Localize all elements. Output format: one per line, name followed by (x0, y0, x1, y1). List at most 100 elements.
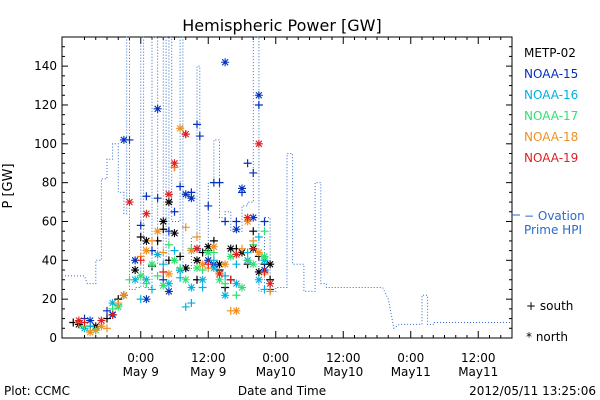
south-point-noaa-15 (195, 132, 204, 141)
south-point-metp-02 (136, 233, 145, 242)
legend-item-noaa-15: NOAA-15 (524, 67, 578, 81)
south-point-metp-02 (103, 314, 111, 323)
south-point-noaa-17 (142, 279, 151, 288)
legend-item-noaa-19: NOAA-19 (524, 151, 578, 165)
north-point-noaa-19 (164, 190, 173, 199)
north-point-noaa-15 (86, 316, 95, 325)
north-point-noaa-19 (215, 269, 224, 278)
south-point-noaa-17 (125, 275, 134, 284)
chart-title: Hemispheric Power [GW] (182, 16, 381, 35)
south-point-noaa-18 (193, 233, 201, 242)
legend-item-metp-02: METP-02 (524, 46, 576, 60)
north-point-noaa-16 (221, 291, 230, 300)
plot-timestamp: 2012/05/11 13:25:06 (469, 384, 596, 398)
north-point-noaa-17 (181, 275, 190, 284)
north-point-noaa-16 (164, 279, 173, 288)
north-point-noaa-18 (86, 328, 95, 337)
south-point-noaa-16 (198, 283, 207, 292)
north-point-noaa-19 (170, 159, 179, 168)
legend-item-noaa-17: NOAA-17 (524, 109, 578, 123)
north-point-noaa-15 (254, 91, 263, 100)
y-axis-label: P [GW] (1, 163, 16, 208)
south-point-metp-02 (249, 227, 258, 236)
north-point-noaa-15 (164, 287, 173, 296)
north-point-noaa-17 (136, 271, 145, 280)
south-point-noaa-15 (260, 217, 269, 226)
north-point-noaa-16 (254, 275, 263, 284)
south-point-noaa-15 (170, 207, 179, 216)
north-point-noaa-15 (153, 104, 162, 113)
south-point-noaa-17 (260, 227, 269, 236)
x-axis-label: Date and Time (238, 384, 326, 398)
y-tick-label: 60 (42, 214, 57, 228)
ovation-hpi-line (62, 36, 512, 330)
north-point-noaa-18 (209, 242, 218, 251)
south-point-noaa-17 (232, 291, 241, 300)
north-point-noaa-19 (254, 139, 263, 148)
north-point-noaa-15 (238, 184, 246, 193)
legend-item-ovation-prime-hpi: − Ovation (524, 209, 585, 223)
north-point-noaa-19 (243, 213, 252, 222)
south-point-noaa-17 (153, 271, 162, 280)
north-point-metp-02 (193, 256, 201, 265)
north-point-metp-02 (131, 266, 140, 275)
north-point-noaa-17 (148, 260, 156, 269)
north-point-noaa-19 (142, 209, 151, 218)
north-point-noaa-16 (108, 299, 117, 308)
north-point-noaa-19 (193, 244, 201, 253)
north-point-noaa-15 (232, 225, 241, 234)
north-point-noaa-19 (232, 250, 241, 259)
south-point-noaa-18 (103, 324, 111, 333)
south-point-noaa-15 (176, 182, 185, 191)
north-point-noaa-16 (153, 250, 162, 259)
north-point-noaa-19 (97, 316, 106, 325)
x-tick-date-label: May 9 (123, 365, 159, 379)
north-point-noaa-16 (198, 275, 207, 284)
north-point-noaa-18 (119, 291, 128, 300)
north-point-noaa-18 (142, 246, 151, 255)
south-point-noaa-18 (266, 287, 275, 296)
legend-item-noaa-18: NOAA-18 (524, 130, 578, 144)
north-point-noaa-18 (187, 246, 196, 255)
north-point-noaa-19 (181, 130, 190, 139)
x-tick-time-label: 12:00 (326, 351, 361, 365)
south-point-noaa-17 (221, 279, 230, 288)
south-point-noaa-18 (181, 223, 190, 232)
x-tick-time-label: 12:00 (191, 351, 226, 365)
south-point-noaa-18 (159, 248, 168, 257)
south-point-noaa-19 (260, 267, 269, 276)
south-point-noaa-16 (232, 260, 241, 269)
legend: METP-02 NOAA-15 NOAA-16 NOAA-17 NOAA-18 NOAA-… (512, 46, 585, 344)
north-point-noaa-16 (131, 275, 140, 284)
symbol-key-south: + south (526, 299, 573, 313)
north-point-metp-02 (254, 267, 263, 276)
north-point-noaa-17 (193, 264, 201, 273)
north-point-metp-02 (164, 198, 173, 207)
north-point-metp-02 (215, 260, 224, 269)
y-tick-label: 0 (49, 331, 57, 345)
south-point-noaa-15 (136, 221, 145, 230)
south-point-noaa-15 (204, 201, 213, 210)
south-point-noaa-18 (238, 244, 246, 253)
y-tick-label: 140 (34, 59, 57, 73)
north-point-noaa-15 (181, 190, 190, 199)
south-point-noaa-19 (249, 244, 258, 253)
north-point-noaa-15 (187, 194, 196, 203)
x-tick-date-label: May10 (323, 365, 363, 379)
x-tick-date-label: May10 (256, 365, 296, 379)
north-point-noaa-17 (226, 252, 235, 261)
x-tick-time-label: 0:00 (262, 351, 289, 365)
south-point-noaa-16 (187, 299, 196, 308)
south-point-noaa-18 (91, 326, 100, 335)
north-point-noaa-18 (153, 227, 162, 236)
south-point-metp-02 (176, 252, 185, 261)
y-tick-label: 40 (42, 253, 57, 267)
north-point-noaa-19 (266, 279, 275, 288)
south-point-noaa-17 (243, 256, 252, 265)
legend-item-noaa-16: NOAA-16 (524, 88, 578, 102)
x-tick-date-label: May11 (458, 365, 498, 379)
south-point-noaa-16 (176, 273, 185, 282)
north-point-noaa-15 (142, 295, 151, 304)
north-point-metp-02 (204, 242, 213, 251)
south-point-noaa-16 (254, 233, 263, 242)
